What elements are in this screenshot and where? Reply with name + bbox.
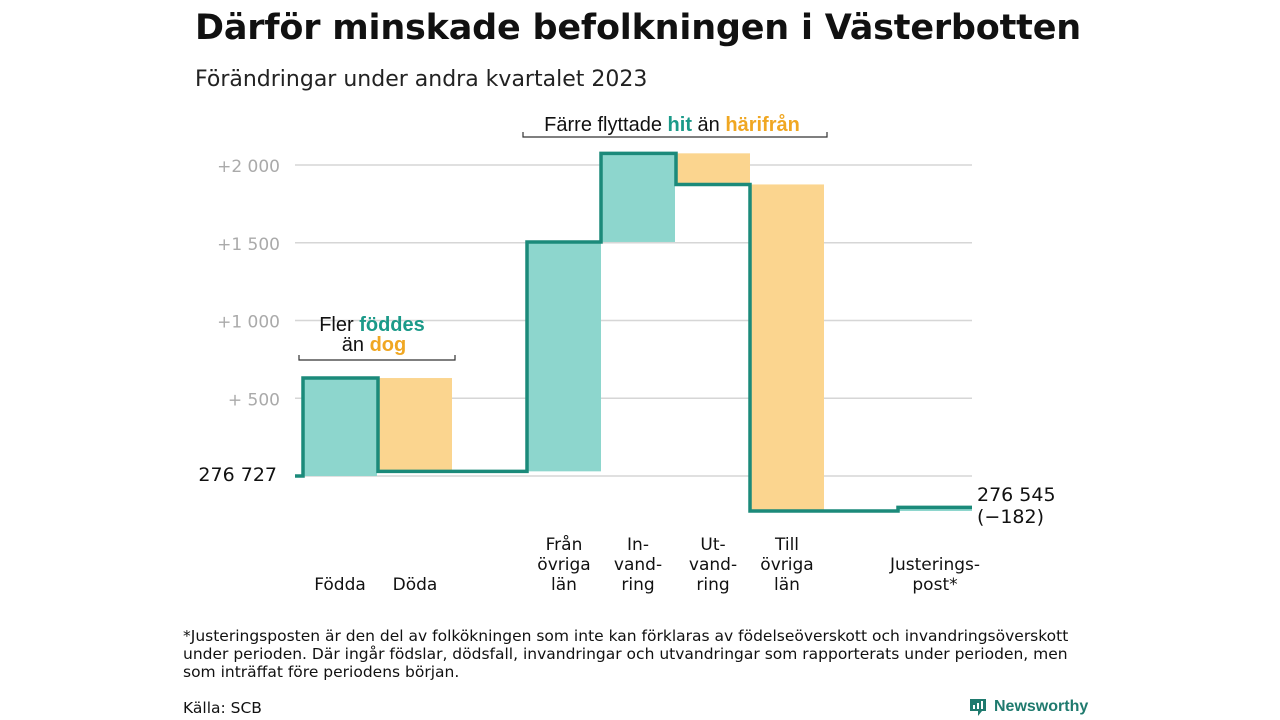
bar-6 (898, 507, 972, 511)
annotation-births-bracket (298, 355, 456, 361)
annotation-migration-line-part-1: hit (662, 114, 692, 136)
category-label-3-0: In- (627, 535, 649, 555)
category-label-4-1: vand- (689, 555, 737, 575)
annotation-migration-line-part-2: än (692, 114, 720, 136)
bar-5 (750, 184, 824, 511)
category-label-4-2: ring (696, 575, 729, 595)
waterfall-chart: + 500 +1 000 +1 500 +2 000 276 727 276 545(−1… (198, 113, 1056, 595)
category-label-2-0: Från (546, 534, 583, 555)
category-label-6-1: post* (912, 575, 957, 595)
annotation-migration-line: Färre flyttade hit än härifrån (544, 113, 800, 136)
chart-title: Därför minskade befolkningen i Västerbot… (195, 8, 1081, 48)
category-label-2-1: övriga (537, 555, 590, 575)
category-label-5-2: län (774, 575, 800, 595)
brand-name: Newsworthy (994, 698, 1089, 715)
category-label-0-0: Födda (314, 575, 366, 595)
y-tick-label-1: +1 000 (217, 313, 280, 333)
category-label-5-0: Till (774, 535, 799, 555)
bar-chart-logo-icon (970, 699, 986, 716)
brand: Newsworthy (968, 697, 1088, 717)
annotation-births-line1: Fler föddes (319, 314, 425, 336)
annotation-births-line2: än dog (342, 334, 406, 356)
category-label-3-2: ring (621, 575, 654, 595)
category-label-3-1: vand- (614, 555, 662, 575)
chart-subtitle: Förändringar under andra kvartalet 2023 (195, 67, 648, 92)
source-label: Källa: SCB (183, 699, 262, 717)
annotation-migration-line-part-3: härifrån (720, 113, 800, 136)
category-label-1-0: Döda (393, 575, 438, 595)
end-change-label: (−182) (977, 506, 1044, 528)
annotation-births-line1-part-1: föddes (354, 314, 425, 336)
bar-0 (303, 378, 377, 476)
bar-4 (676, 153, 750, 185)
category-label-2-2: län (551, 575, 577, 595)
end-value-label: 276 545 (977, 484, 1056, 506)
bar-2 (527, 241, 601, 472)
y-tick-label-2: +1 500 (217, 235, 280, 255)
bar-1 (378, 378, 452, 472)
annotation-migration-bracket (522, 132, 828, 138)
annotation-births-line2-part-0: än (342, 334, 364, 356)
start-value-label: 276 727 (198, 464, 277, 486)
annotation-migration-line-part-0: Färre flyttade (544, 114, 662, 136)
annotation-births-line2-part-1: dog (364, 334, 406, 356)
footnote: *Justeringsposten är den del av folkökni… (183, 627, 1069, 681)
category-label-4-0: Ut- (700, 535, 725, 555)
category-label-6-0: Justerings- (889, 555, 980, 575)
category-label-5-1: övriga (760, 555, 813, 575)
y-tick-label-3: +2 000 (217, 157, 280, 177)
waterfall-line (295, 151, 972, 513)
annotation-births-line1-part-0: Fler (319, 314, 354, 336)
bar-3 (601, 153, 675, 242)
y-tick-label-0: + 500 (228, 390, 280, 410)
